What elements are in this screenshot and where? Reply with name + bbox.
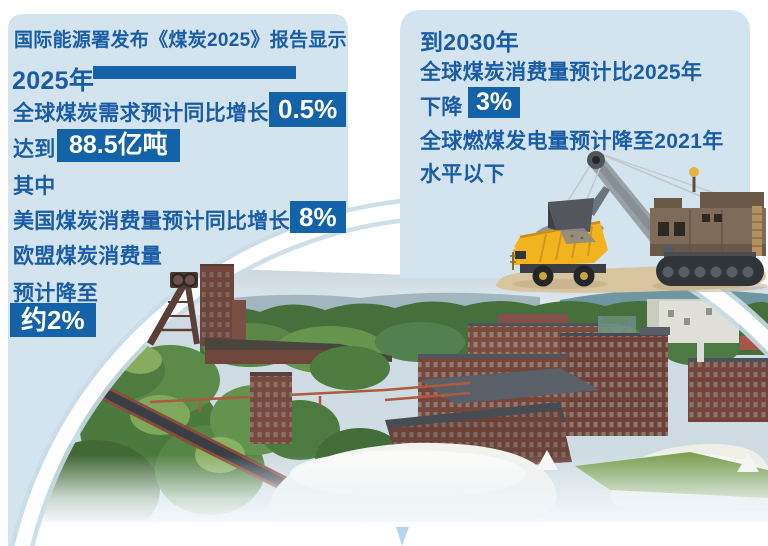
decline-label: 下降 (420, 96, 463, 119)
among-label: 其中 (13, 175, 56, 198)
eu-sub-label: 预计降至 (13, 282, 99, 305)
decline-value-badge: 3% (468, 87, 521, 118)
mining-shovel-icon (548, 151, 766, 286)
demand-label: 全球煤炭需求预计同比增长 (13, 102, 269, 125)
mine-headframe-tower (146, 264, 392, 390)
consumption-label: 全球煤炭消费量预计比2025年 (420, 61, 703, 84)
reach-label: 达到 (13, 138, 56, 161)
excavator-truck-illustration (496, 151, 768, 293)
panel-2030-heading: 到2030年 (420, 29, 519, 55)
reach-value-badge: 88.5亿吨 (57, 129, 180, 162)
eu-label: 欧盟煤炭消费量 (13, 245, 163, 268)
demand-value-badge: 0.5% (269, 92, 347, 127)
heading-underline-bar (93, 66, 296, 79)
us-label: 美国煤炭消费量预计同比增长 (13, 210, 290, 233)
power-label-2: 水平以下 (420, 163, 506, 186)
power-label: 全球燃煤发电量预计降至2021年 (420, 130, 724, 153)
triangle-ornament (396, 527, 409, 546)
us-value-badge: 8% (290, 201, 346, 233)
report-title: 国际能源署发布《煤炭2025》报告显示 (14, 30, 347, 51)
panel-2025-heading: 2025年 (12, 67, 95, 95)
eu-value-badge: 约2% (10, 303, 96, 337)
